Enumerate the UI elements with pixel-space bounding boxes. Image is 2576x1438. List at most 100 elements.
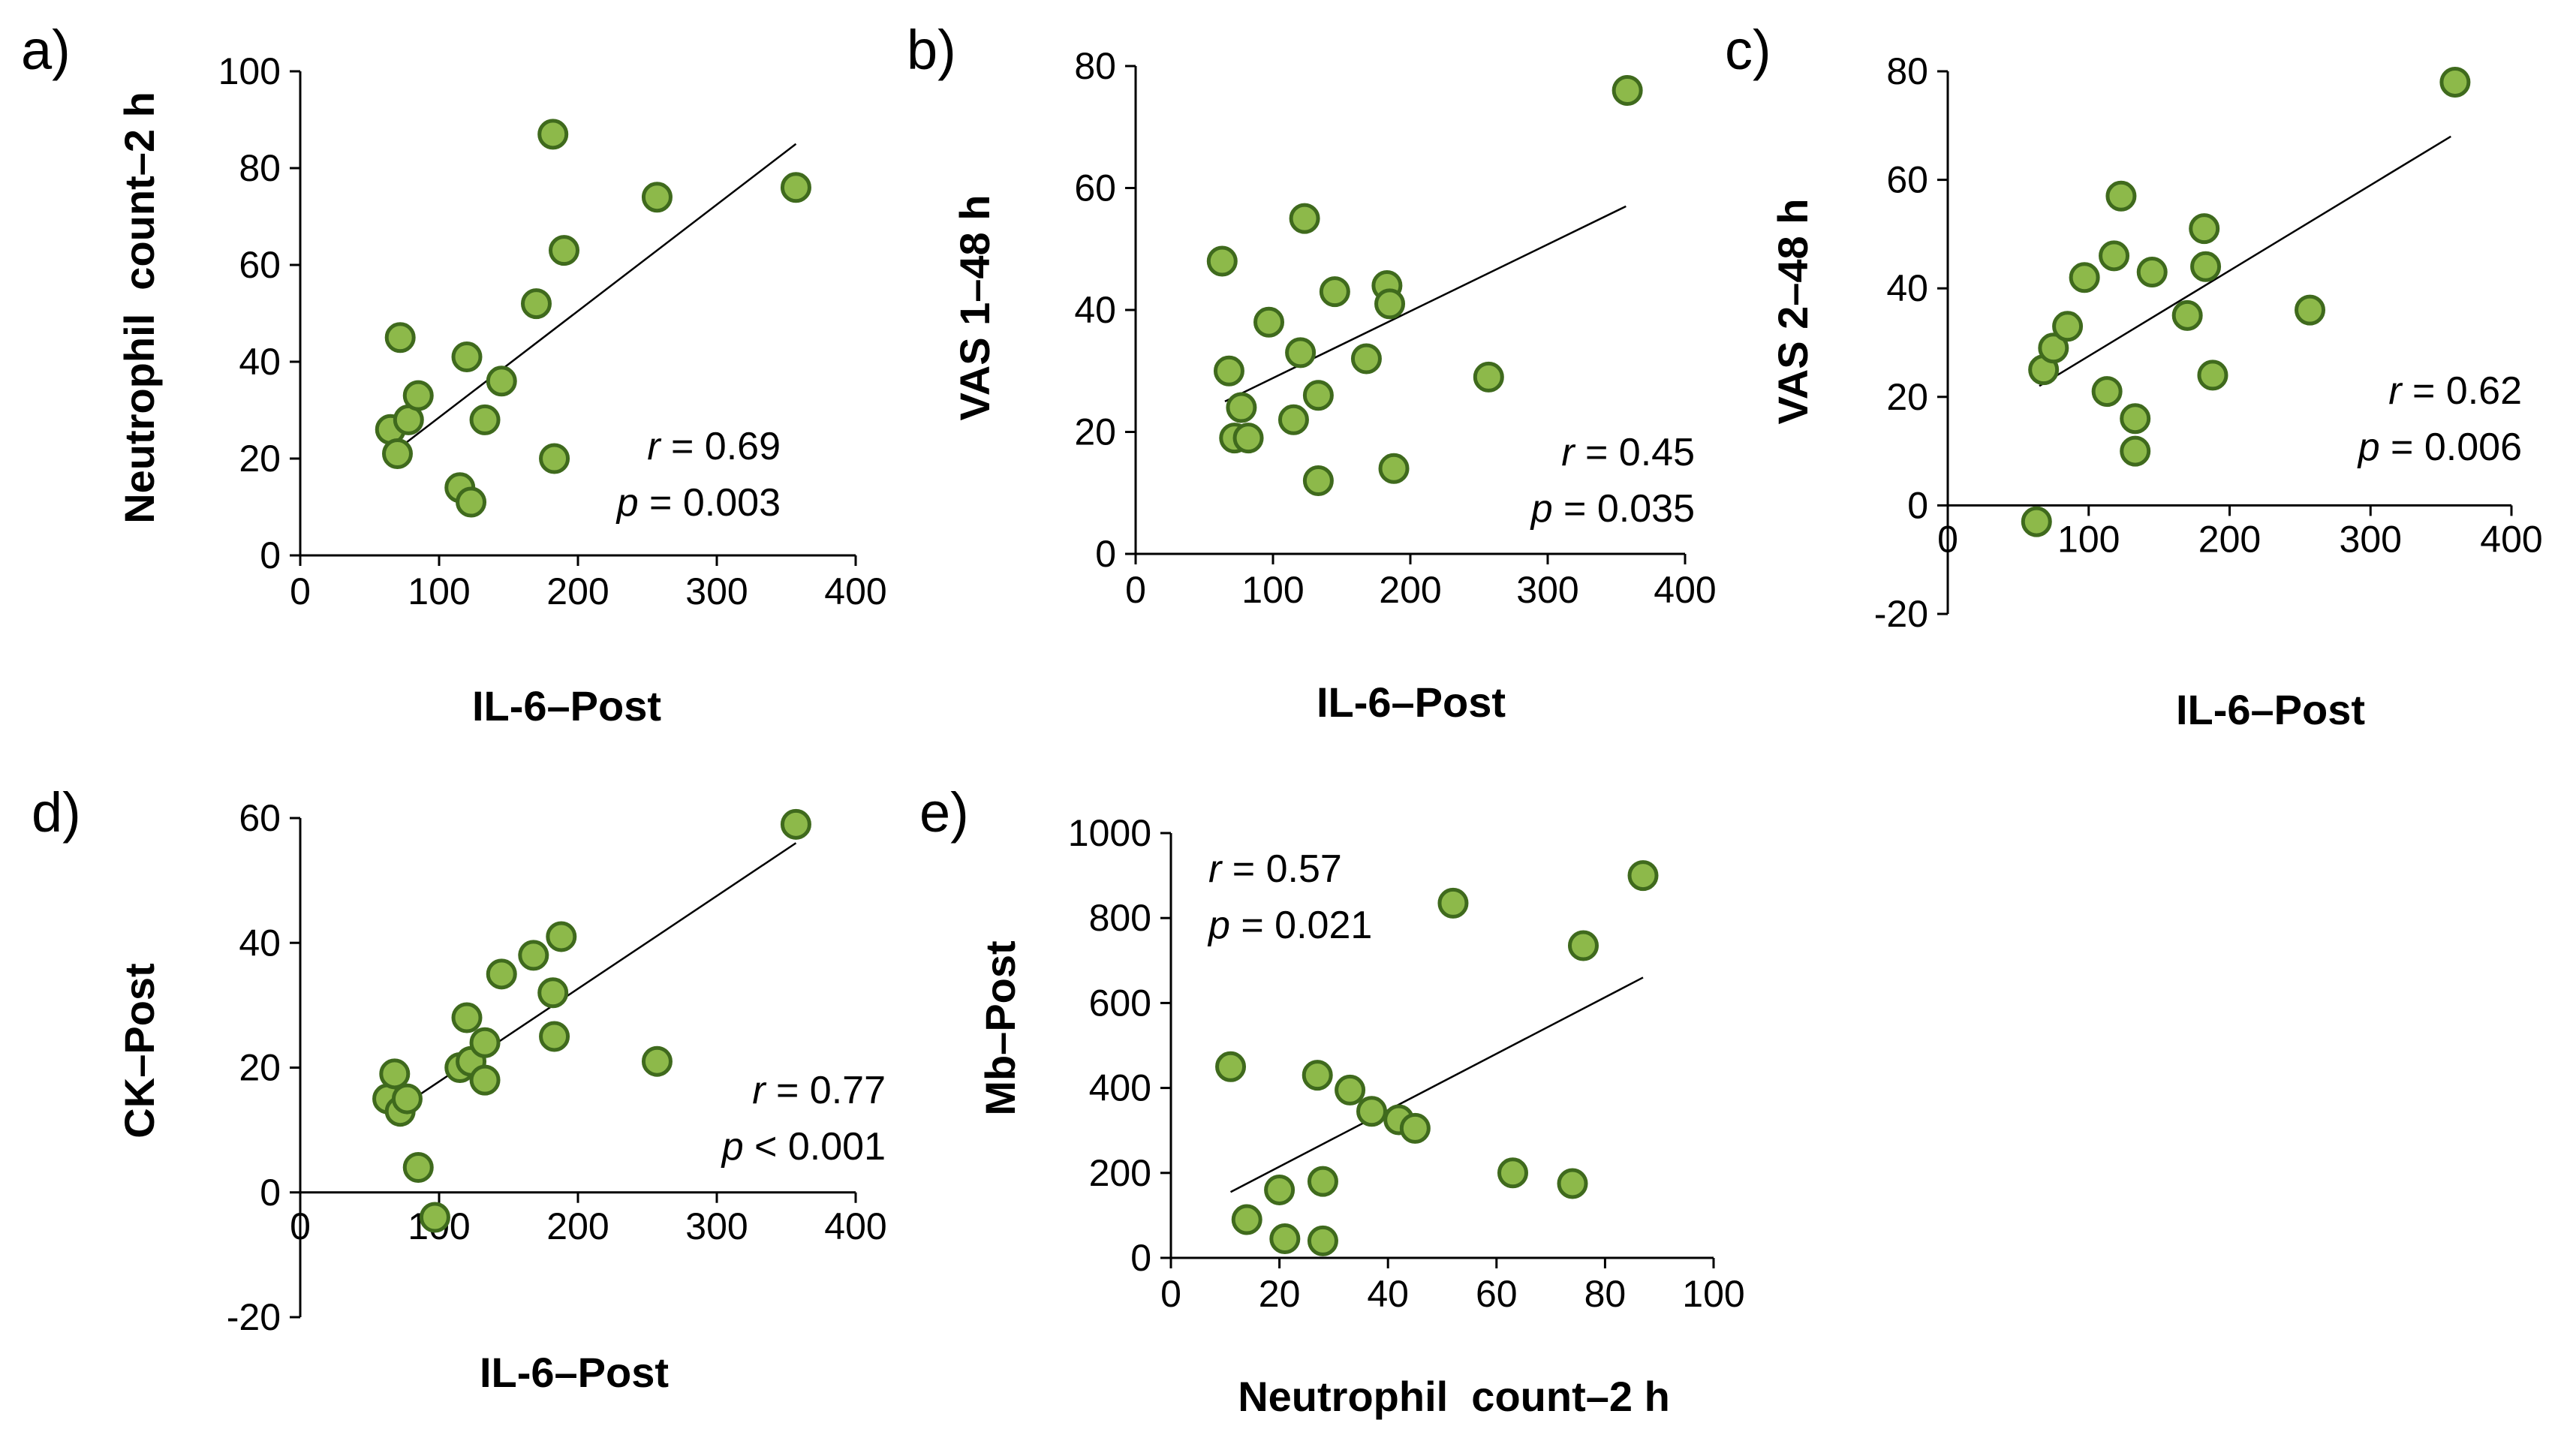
r-value: = 0.45: [1575, 431, 1695, 474]
data-point: [384, 322, 416, 353]
data-point: [1350, 343, 1382, 375]
correlation-p: p < 0.001: [721, 1125, 886, 1169]
data-point: [391, 1083, 423, 1115]
trendline: [1229, 976, 1644, 1193]
data-point: [1206, 245, 1238, 277]
panel-e: 0 200 400 600 800 1000 0 20 40 60 80 100 e) Neutrophi…: [919, 781, 1745, 1420]
x-tick-label: 100: [1241, 569, 1304, 611]
data-point: [518, 940, 549, 971]
y-tick-label: 0: [260, 1172, 281, 1214]
x-axis-title: Neutrophil count–2 h: [1238, 1373, 1670, 1420]
y-tick-label: 1000: [1068, 812, 1151, 854]
data-point: [469, 1027, 501, 1058]
data-point: [2120, 435, 2151, 467]
y-tick-label: 20: [1886, 376, 1928, 418]
x-tick-label: 0: [1160, 1273, 1181, 1315]
x-tick-label: 100: [2057, 518, 2120, 560]
data-point: [2120, 403, 2151, 435]
y-tick-label: -20: [1874, 593, 1928, 635]
p-value: = 0.035: [1553, 487, 1695, 531]
r-symbol: r: [2388, 369, 2403, 413]
panel-b: 0 20 40 60 80 0 100 200 300 400 b) IL-6–Post VAS 1–4…: [907, 19, 1717, 726]
x-tick-label: 100: [1682, 1273, 1744, 1315]
p-symbol: p: [1530, 487, 1553, 531]
data-point: [549, 235, 579, 266]
data-point: [1307, 1225, 1338, 1256]
y-tick-label: 80: [1074, 45, 1116, 87]
data-point: [2439, 66, 2471, 98]
data-point: [486, 958, 517, 990]
r-symbol: r: [647, 425, 662, 468]
y-tick-label: 40: [239, 341, 281, 383]
y-axis-title: Neutrophil count–2 h: [116, 92, 163, 524]
data-point: [402, 1152, 434, 1183]
data-point: [1289, 203, 1320, 234]
correlation-r: r = 0.45: [1561, 431, 1695, 474]
y-tick-label: 0: [1907, 484, 1928, 526]
data-point: [1627, 860, 1659, 892]
y-tick-label: 80: [1886, 50, 1928, 92]
data-point: [1226, 392, 1257, 423]
data-point: [2197, 360, 2228, 391]
x-axis-title: IL-6–Post: [480, 1349, 669, 1396]
r-value: = 0.69: [661, 425, 781, 468]
data-point: [2091, 376, 2123, 408]
r-value: = 0.62: [2402, 369, 2522, 413]
data-point: [1307, 1166, 1338, 1197]
y-tick-label: 400: [1089, 1067, 1151, 1109]
data-point: [2171, 299, 2203, 331]
data-point: [2052, 311, 2084, 342]
data-point: [1269, 1223, 1301, 1255]
data-point: [1378, 453, 1410, 484]
data-point: [539, 1021, 570, 1052]
data-point: [469, 404, 501, 435]
p-value: < 0.001: [744, 1125, 886, 1169]
y-tick-label: 0: [260, 534, 281, 576]
x-tick-label: 200: [546, 570, 609, 612]
x-tick-label: 0: [1937, 518, 1958, 560]
data-point: [1277, 404, 1309, 435]
panel-label: e): [919, 781, 969, 844]
y-tick-label: 80: [239, 147, 281, 189]
data-point: [1302, 1060, 1333, 1091]
data-point: [1302, 380, 1334, 411]
y-tick-label: 60: [239, 797, 281, 839]
correlation-p: p = 0.003: [615, 481, 781, 525]
data-point: [1399, 1112, 1431, 1144]
data-point: [2021, 506, 2052, 537]
y-tick-label: 0: [1095, 533, 1116, 575]
data-point: [456, 486, 487, 518]
data-point: [2295, 294, 2326, 326]
data-point: [537, 977, 569, 1009]
data-point: [539, 443, 570, 474]
data-point: [1253, 306, 1285, 338]
y-axis-title: Mb–Post: [977, 940, 1024, 1115]
data-point: [546, 921, 577, 952]
data-point: [379, 1058, 411, 1090]
correlation-r: r = 0.57: [1208, 847, 1342, 891]
trendline: [403, 143, 797, 445]
panel-label: b): [907, 19, 956, 81]
data-point: [1215, 1051, 1247, 1082]
correlation-r: r = 0.77: [752, 1069, 886, 1112]
data-point: [1231, 1204, 1262, 1235]
y-tick-label: 60: [1886, 159, 1928, 201]
y-tick-label: 0: [1130, 1237, 1151, 1279]
data-point: [2069, 262, 2100, 293]
data-point: [537, 119, 569, 150]
x-tick-label: 0: [290, 1205, 311, 1247]
data-point: [1232, 423, 1264, 454]
data-point: [2105, 180, 2137, 212]
data-point: [486, 366, 517, 397]
r-symbol: r: [1208, 847, 1223, 891]
x-tick-label: 400: [824, 570, 886, 612]
data-point: [2136, 257, 2168, 288]
x-tick-label: 20: [1259, 1273, 1301, 1315]
panel-a: 0 20 40 60 80 100 0 100 200 300 400 a) IL-6–Post Neut…: [21, 19, 887, 730]
x-tick-label: 200: [546, 1205, 609, 1247]
p-value: = 0.006: [2380, 426, 2522, 469]
panel-d: -2002040600100200300400d)IL-6–PostCK–Pos…: [32, 781, 887, 1396]
data-point: [641, 1045, 673, 1077]
